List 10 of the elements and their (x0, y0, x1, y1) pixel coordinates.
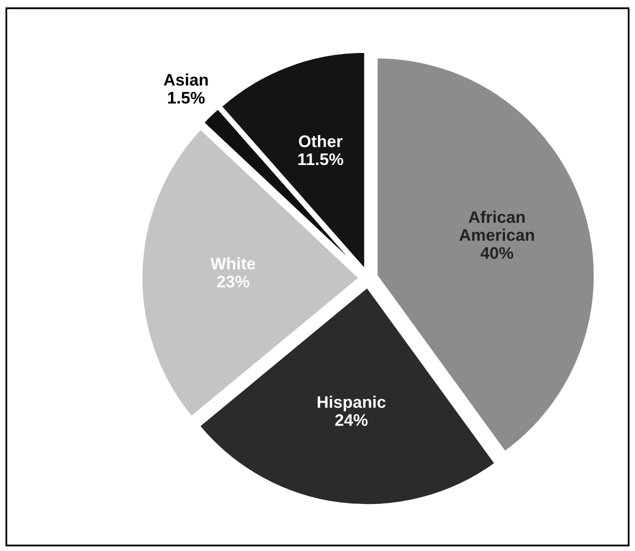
slice-label: White (210, 257, 256, 270)
slice-label: African American (459, 210, 534, 241)
slice-label: Asian (164, 73, 208, 86)
data-label: 11.5% (298, 153, 344, 166)
slice-label: Other (298, 134, 342, 148)
data-label: 40% (480, 247, 514, 259)
data-label: 1.5% (168, 92, 205, 104)
slice-label: Hispanic (318, 396, 386, 412)
data-label: 23% (216, 276, 250, 288)
data-label: 24% (335, 414, 368, 426)
